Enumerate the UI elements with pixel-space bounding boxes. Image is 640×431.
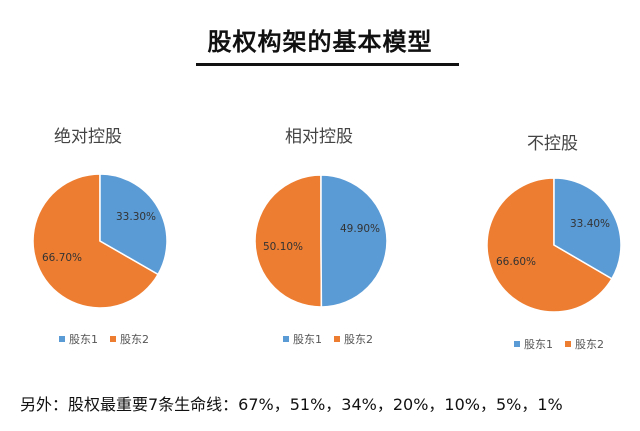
slice-label-shareholder1: 33.40%	[570, 218, 611, 230]
pie-chart	[486, 177, 622, 313]
chart-legend: 股东1 股东2	[59, 331, 161, 347]
pie-slice-shareholder1	[553, 177, 622, 280]
chart-title: 相对控股	[285, 127, 353, 147]
legend-swatch-icon	[59, 336, 65, 342]
slice-label-shareholder1: 49.90%	[340, 223, 381, 235]
legend-item-shareholder1: 股东1	[283, 331, 322, 347]
legend-item-shareholder2: 股东2	[334, 331, 373, 347]
legend-swatch-icon	[110, 336, 116, 342]
legend-item-shareholder2: 股东2	[110, 331, 149, 347]
pie-slice-shareholder1	[99, 173, 168, 276]
slice-label-shareholder1: 33.30%	[116, 211, 157, 223]
legend-swatch-icon	[283, 336, 289, 342]
pie-slice-shareholder1	[320, 174, 388, 308]
title-underline	[196, 63, 459, 66]
slice-label-shareholder2: 66.60%	[496, 256, 537, 268]
legend-item-shareholder1: 股东1	[514, 336, 553, 352]
slice-label-shareholder2: 50.10%	[263, 241, 304, 253]
footer-note: 另外：股权最重要7条生命线：67%，51%，34%，20%，10%，5%，1%	[20, 395, 563, 414]
pie-slice-shareholder2	[486, 177, 613, 313]
legend-item-shareholder1: 股东1	[59, 331, 98, 347]
chart-title: 不控股	[527, 134, 578, 154]
chart-title: 绝对控股	[54, 127, 122, 147]
slice-label-shareholder2: 66.70%	[42, 252, 83, 264]
page-title: 股权构架的基本模型	[207, 28, 433, 56]
pie-slice-shareholder2	[254, 174, 323, 308]
legend-swatch-icon	[334, 336, 340, 342]
pie-chart	[32, 173, 168, 309]
legend-swatch-icon	[565, 341, 571, 347]
pie-slice-shareholder2	[32, 173, 160, 309]
chart-legend: 股东1 股东2	[514, 336, 616, 352]
legend-swatch-icon	[514, 341, 520, 347]
pie-chart	[254, 174, 388, 308]
chart-legend: 股东1 股东2	[283, 331, 385, 347]
legend-item-shareholder2: 股东2	[565, 336, 604, 352]
